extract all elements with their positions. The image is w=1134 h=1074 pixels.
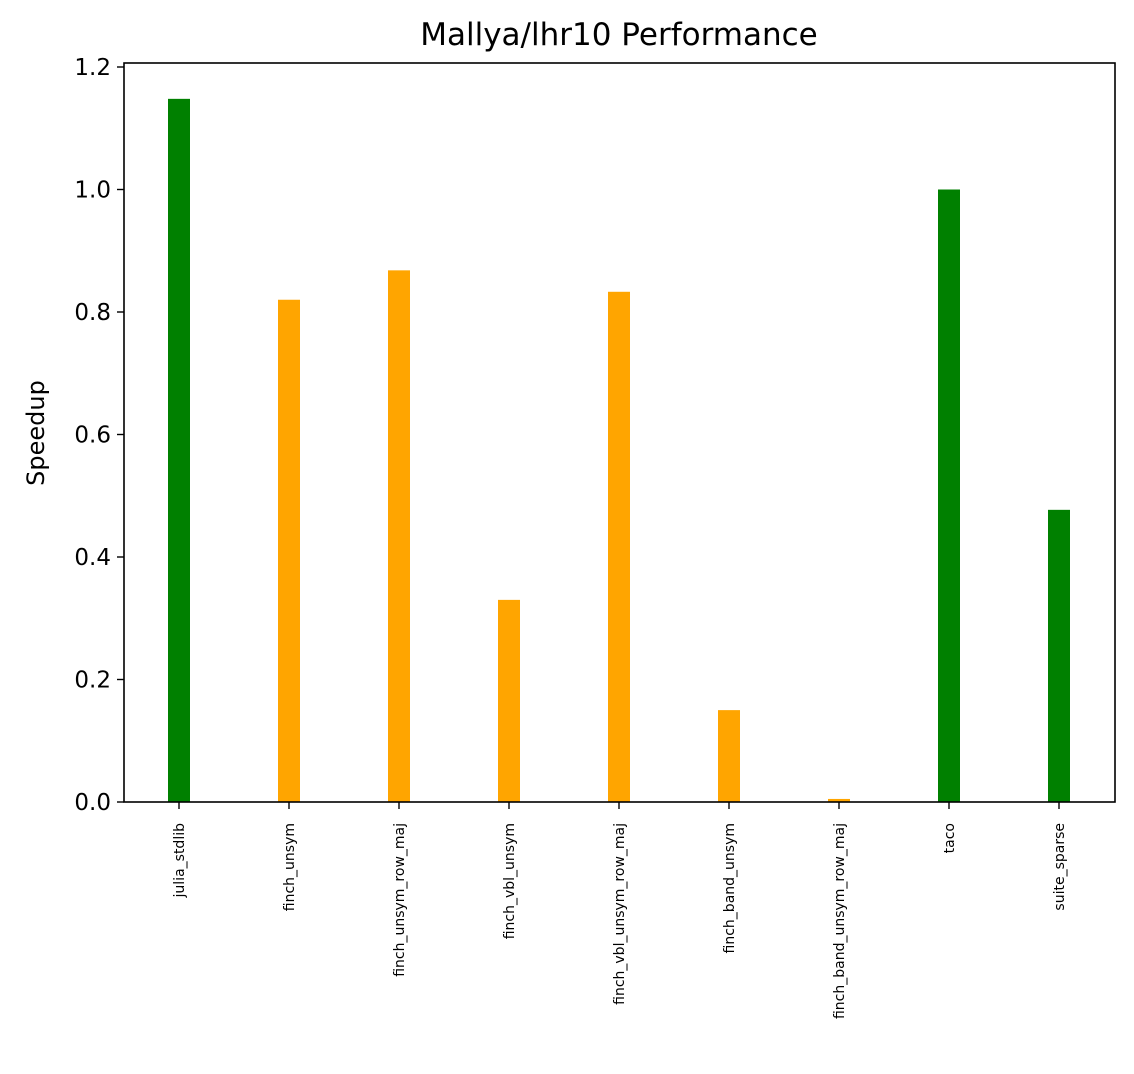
- bar-finch_vbl_unsym: [498, 599, 520, 802]
- bar-finch_band_unsym_row_maj: [828, 798, 850, 802]
- y-tick-label: 0.2: [74, 668, 111, 694]
- x-tick-label: finch_vbl_unsym: [502, 823, 518, 939]
- bar-suite_sparse: [1048, 509, 1070, 802]
- chart-title: Mallya/lhr10 Performance: [420, 17, 818, 53]
- x-tick-label: finch_vbl_unsym_row_maj: [612, 823, 628, 1005]
- x-tick-label: finch_unsym: [282, 823, 298, 911]
- bar-finch_band_unsym: [718, 710, 740, 802]
- y-axis-label: Speedup: [22, 380, 50, 486]
- x-tick-label: suite_sparse: [1052, 823, 1068, 911]
- bar-finch_vbl_unsym_row_maj: [608, 291, 630, 802]
- x-tick-label: finch_unsym_row_maj: [392, 823, 408, 977]
- y-tick-label: 0.8: [74, 300, 111, 326]
- y-axis: 0.0 0.2 0.4 0.6 0.8 1.0 1.2: [74, 55, 124, 816]
- x-axis: julia_stdlib finch_unsym finch_unsym_row_m…: [172, 802, 1068, 1019]
- bar-finch_unsym: [278, 299, 300, 802]
- bar-finch_unsym_row_maj: [388, 270, 410, 803]
- plot-area-frame: [123, 62, 1116, 803]
- y-tick-label: 1.0: [74, 178, 111, 204]
- y-tick-label: 0.6: [74, 423, 111, 449]
- y-tick-label: 1.2: [74, 55, 111, 81]
- x-tick-label: julia_stdlib: [172, 823, 188, 899]
- x-tick-label: taco: [942, 823, 958, 853]
- y-tick-label: 0.4: [74, 545, 111, 571]
- x-tick-label: finch_band_unsym_row_maj: [832, 823, 848, 1019]
- y-tick-label: 0.0: [74, 790, 111, 816]
- bar-julia_stdlib: [168, 98, 190, 803]
- bar-taco: [938, 189, 960, 802]
- x-tick-label: finch_band_unsym: [722, 823, 738, 953]
- bar-series: [168, 98, 1070, 803]
